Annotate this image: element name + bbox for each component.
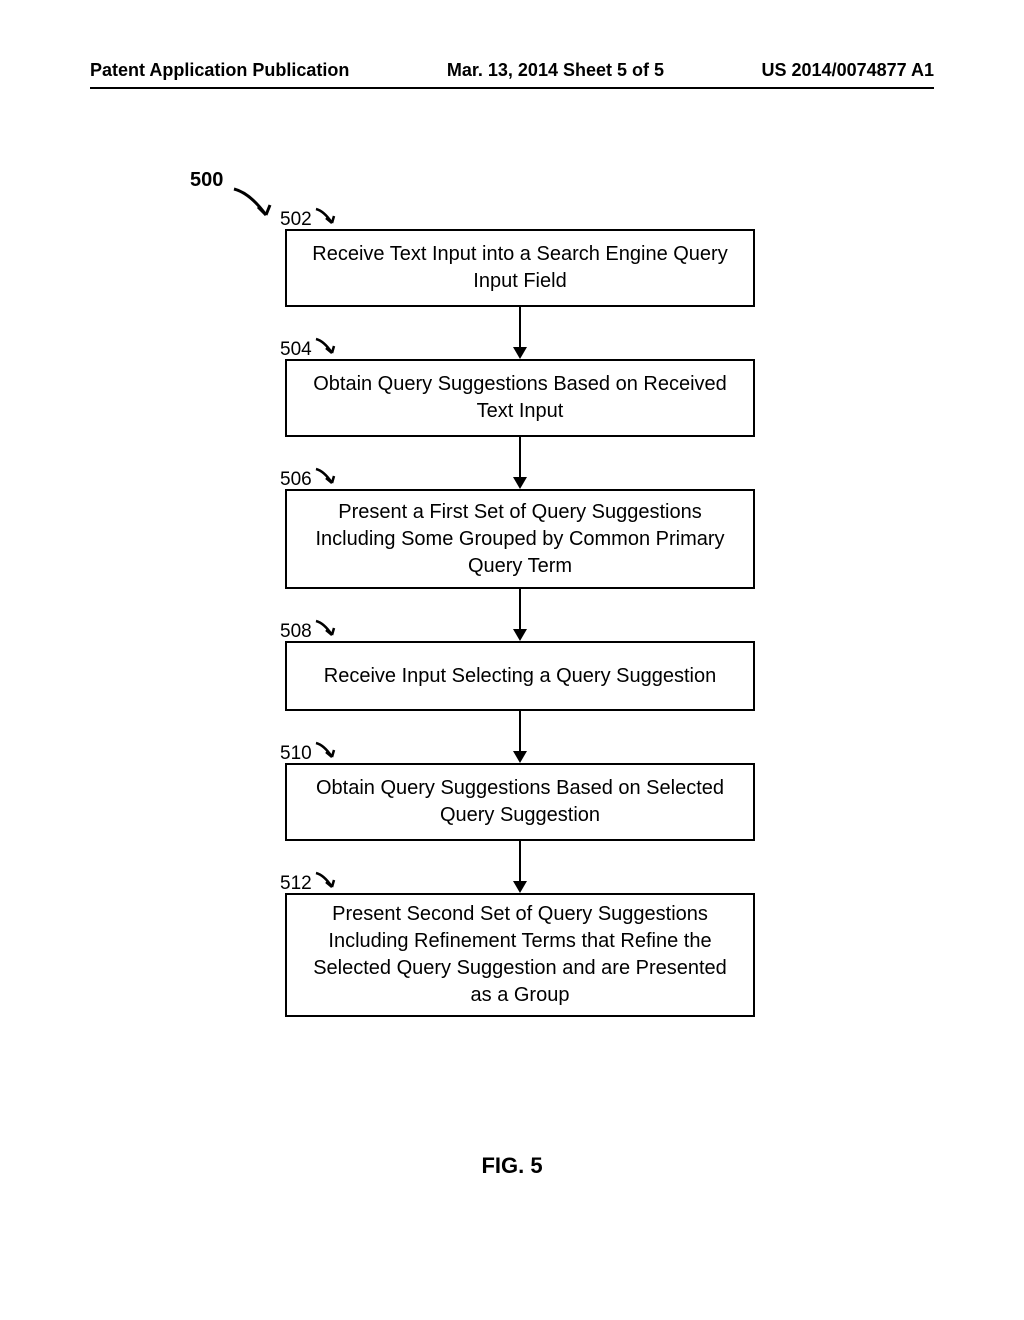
node-text: Obtain Query Suggestions Based on Receiv… — [303, 371, 737, 425]
connector-504-506 — [510, 437, 530, 494]
connector-508-510 — [510, 711, 530, 768]
node-ref-label: 508 — [280, 621, 312, 642]
header-left: Patent Application Publication — [90, 60, 349, 81]
node-box-508: Receive Input Selecting a Query Suggesti… — [285, 641, 755, 711]
node-box-512: Present Second Set of Query Suggestions … — [285, 893, 755, 1017]
node-ref-label: 510 — [280, 743, 312, 764]
node-text: Present a First Set of Query Suggestions… — [303, 499, 737, 580]
node-text: Receive Input Selecting a Query Suggesti… — [324, 663, 716, 690]
ref-number-500: 500 — [190, 169, 223, 192]
node-text: Receive Text Input into a Search Engine … — [303, 241, 737, 295]
node-ref-label: 512 — [280, 873, 312, 894]
node-ref-label: 502 — [280, 209, 312, 230]
figure-caption: FIG. 5 — [90, 1153, 934, 1179]
node-box-506: Present a First Set of Query Suggestions… — [285, 489, 755, 589]
header-right: US 2014/0074877 A1 — [762, 60, 934, 81]
connector-510-512 — [510, 841, 530, 898]
node-ref-label: 506 — [280, 469, 312, 490]
header-center: Mar. 13, 2014 Sheet 5 of 5 — [447, 60, 664, 81]
connector-502-504 — [510, 307, 530, 364]
page: Patent Application Publication Mar. 13, … — [0, 0, 1024, 1320]
node-ref-label: 504 — [280, 339, 312, 360]
node-box-510: Obtain Query Suggestions Based on Select… — [285, 763, 755, 841]
page-header: Patent Application Publication Mar. 13, … — [90, 60, 934, 89]
node-box-502: Receive Text Input into a Search Engine … — [285, 229, 755, 307]
ref-arrow-icon — [230, 185, 280, 225]
connector-506-508 — [510, 589, 530, 646]
flowchart-figure: 500 502 Receive Text Input into a Search … — [90, 169, 934, 1169]
node-text: Present Second Set of Query Suggestions … — [303, 901, 737, 1009]
node-box-504: Obtain Query Suggestions Based on Receiv… — [285, 359, 755, 437]
node-text: Obtain Query Suggestions Based on Select… — [303, 775, 737, 829]
